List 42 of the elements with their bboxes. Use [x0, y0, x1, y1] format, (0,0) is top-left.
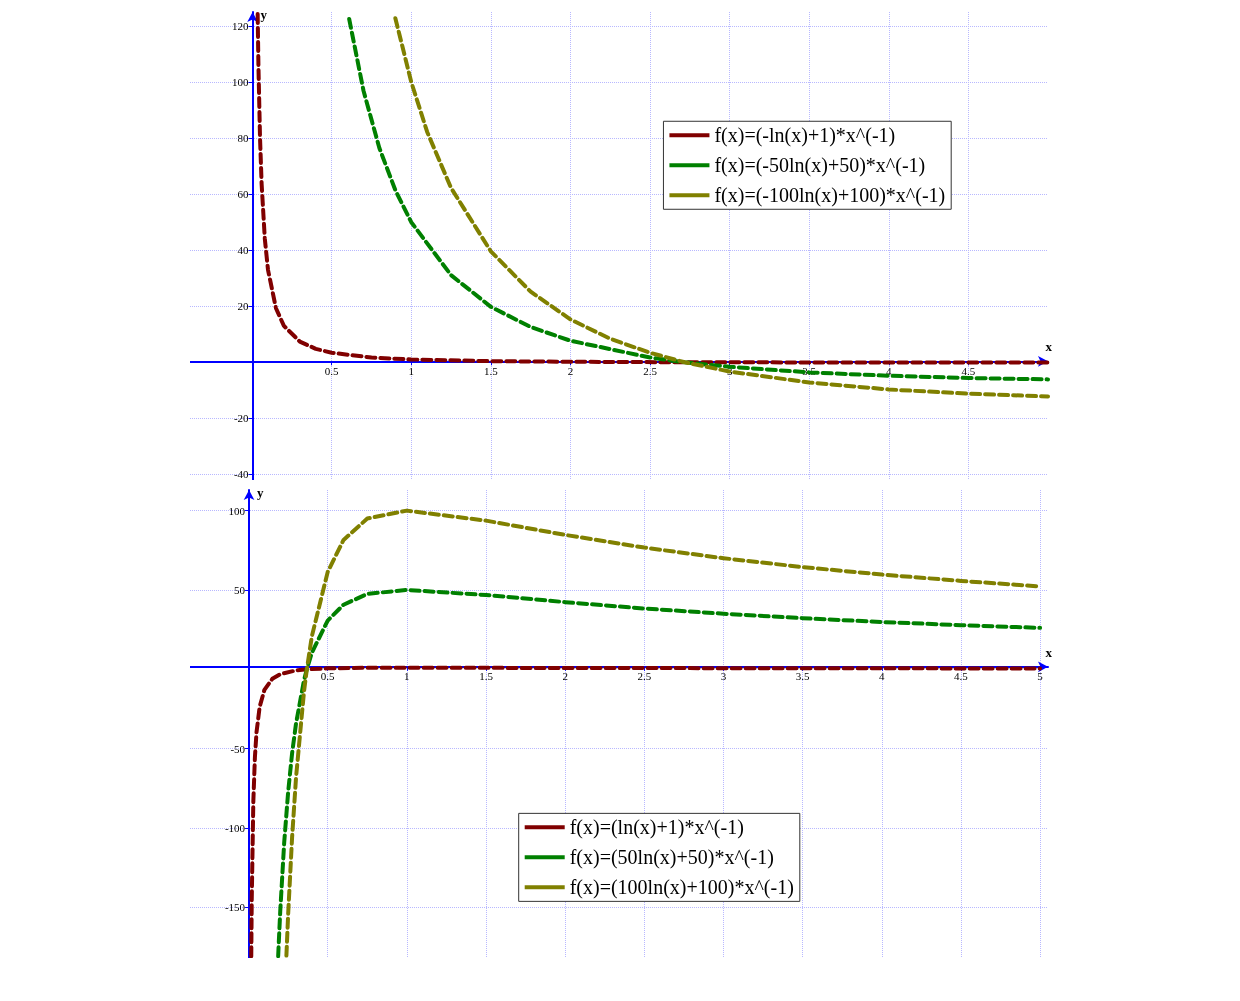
y-axis-title: y	[257, 485, 265, 500]
x-tick-label: 5	[1037, 670, 1044, 683]
y-tick-label: 100	[232, 76, 250, 89]
y-tick-label: 120	[232, 20, 250, 33]
x-tick-label: 2	[562, 670, 568, 683]
legend-label: f(x)=(ln(x)+1)*x^(-1)	[569, 816, 744, 840]
legend-label: f(x)=(100ln(x)+100)*x^(-1)	[569, 876, 794, 900]
legend-label: f(x)=(-100ln(x)+100)*x^(-1)	[714, 184, 946, 208]
y-tick-label: 40	[237, 244, 250, 257]
legend-label: f(x)=(-ln(x)+1)*x^(-1)	[714, 124, 896, 148]
x-tick-label: 2	[567, 364, 574, 377]
y-tick-label: 20	[237, 300, 250, 313]
x-tick-label: 1.5	[479, 670, 494, 683]
x-tick-label: 3.5	[795, 670, 811, 683]
y-axis-title: y	[260, 7, 268, 22]
x-tick-label: 1	[408, 364, 415, 377]
x-tick-label: 2.5	[643, 364, 658, 377]
y-tick-label: -100	[224, 821, 246, 834]
x-tick-label: 4.5	[954, 670, 969, 683]
legend-label: f(x)=(-50ln(x)+50)*x^(-1)	[714, 154, 926, 178]
y-tick-label: 80	[237, 132, 250, 145]
y-tick-label: -50	[230, 742, 246, 755]
x-tick-label: 2.5	[637, 670, 652, 683]
y-tick-label: -40	[233, 468, 250, 481]
x-axis-title: x	[1045, 339, 1053, 355]
x-tick-label: 1	[404, 670, 410, 683]
y-tick-label: -150	[224, 901, 246, 914]
y-tick-label: 60	[237, 188, 250, 201]
line-series	[276, 587, 1043, 958]
x-tick-label: 0.5	[324, 364, 340, 377]
y-tick-label: -20	[233, 412, 250, 425]
x-tick-label: 4	[886, 364, 893, 377]
x-tick-label: 3	[720, 670, 727, 683]
x-axis-title: x	[1045, 644, 1053, 660]
x-tick-label: 1.5	[483, 364, 499, 377]
legend-label: f(x)=(50ln(x)+50)*x^(-1)	[569, 846, 774, 870]
x-tick-label: 0.5	[320, 670, 336, 683]
x-tick-label: 4.5	[961, 364, 976, 377]
y-tick-label: 100	[228, 504, 246, 517]
y-tick-label: 50	[234, 583, 246, 596]
x-tick-label: 4	[879, 670, 886, 683]
x-tick-label: 3.5	[802, 364, 817, 377]
